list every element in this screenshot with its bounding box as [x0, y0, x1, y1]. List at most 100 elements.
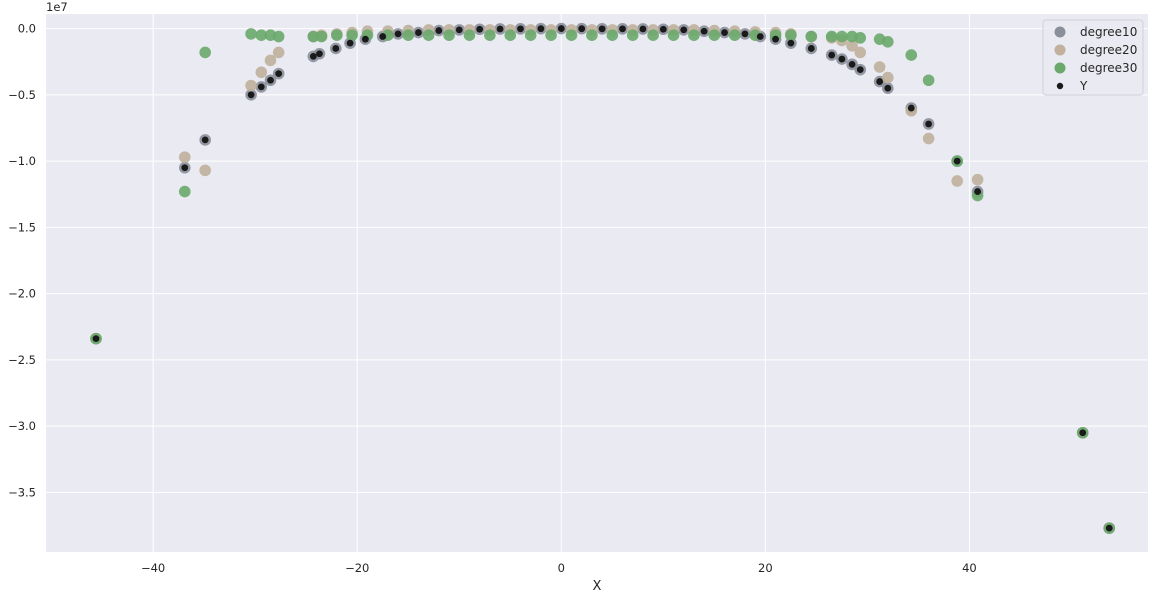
point-y: [659, 25, 667, 33]
point-y: [1105, 524, 1113, 532]
point-y: [856, 66, 864, 74]
point-degree30: [708, 29, 721, 42]
point-y: [907, 104, 915, 112]
point-y: [787, 39, 795, 47]
point-degree20: [882, 71, 894, 84]
point-y: [181, 164, 189, 172]
data-points: [90, 22, 1116, 534]
y-offset-text: 1e7: [46, 0, 68, 14]
point-y: [267, 76, 274, 84]
y-tick-label: −0.5: [8, 88, 36, 102]
point-degree30: [854, 32, 867, 44]
point-y: [361, 35, 369, 43]
legend-label-degree30: degree30: [1080, 61, 1137, 75]
point-y: [639, 25, 647, 33]
point-y: [316, 50, 323, 58]
y-tick-label: −1.0: [8, 154, 36, 168]
point-degree30: [255, 29, 268, 42]
point-degree30: [836, 30, 848, 43]
point-y: [848, 60, 856, 68]
point-degree30: [882, 36, 894, 48]
point-y: [876, 78, 884, 85]
point-y: [557, 25, 565, 32]
point-degree30: [402, 29, 415, 42]
legend-marker-degree10: [1054, 26, 1066, 38]
point-degree30: [315, 30, 328, 43]
point-degree30: [586, 29, 598, 42]
point-y: [884, 84, 892, 92]
legend-marker-y: [1056, 82, 1064, 90]
point-y: [598, 25, 606, 33]
point-degree30: [504, 29, 517, 42]
y-tick-label: −3.0: [8, 419, 36, 433]
point-degree30: [626, 29, 639, 42]
point-y: [953, 157, 961, 165]
legend-marker-degree20: [1054, 44, 1066, 56]
point-y: [756, 33, 764, 40]
point-degree30: [805, 30, 818, 43]
point-degree30: [484, 29, 496, 42]
point-degree20: [255, 66, 268, 79]
x-tick-label: −20: [345, 561, 369, 575]
y-tick-label: −2.0: [8, 287, 36, 301]
point-degree30: [785, 29, 797, 42]
point-y: [578, 25, 586, 33]
x-axis-label: X: [593, 579, 602, 594]
point-degree30: [463, 29, 476, 42]
point-degree20: [873, 61, 886, 73]
point-y: [925, 120, 933, 128]
plot-background: [46, 14, 1148, 552]
point-degree30: [346, 29, 358, 42]
point-degree30: [245, 28, 257, 40]
point-degree30: [825, 30, 838, 43]
point-y: [721, 29, 728, 36]
point-degree20: [922, 132, 935, 145]
point-y: [807, 45, 815, 52]
x-tick-label: −40: [141, 561, 165, 575]
point-y: [1079, 429, 1087, 437]
x-tick-label: 20: [758, 561, 773, 575]
point-degree30: [922, 74, 935, 87]
point-y: [379, 33, 387, 40]
point-y: [92, 335, 100, 343]
tick-labels: −40 −20 0 20 40 0.0 −0.5 −1.0 −1.5 −2.0 −2.5 −3.0 −3…: [8, 22, 977, 575]
point-degree30: [667, 29, 680, 42]
point-degree30: [524, 29, 537, 42]
point-y: [517, 25, 524, 33]
point-y: [680, 26, 688, 34]
point-degree30: [331, 29, 343, 42]
point-degree30: [178, 185, 191, 198]
point-y: [741, 30, 749, 38]
point-y: [455, 26, 463, 34]
y-tick-label: −1.5: [8, 220, 36, 234]
point-y: [496, 25, 504, 33]
legend-box: [1042, 19, 1144, 96]
point-degree30: [272, 30, 285, 43]
point-y: [275, 70, 283, 78]
legend: degree10 degree20 degree30 Y: [1042, 19, 1144, 96]
point-degree30: [728, 29, 741, 42]
point-degree30: [545, 29, 557, 42]
point-y: [257, 83, 265, 91]
point-degree20: [245, 79, 257, 92]
point-degree30: [688, 29, 700, 42]
point-y: [435, 27, 443, 34]
x-tick-label: 40: [962, 561, 977, 575]
point-degree30: [422, 29, 435, 42]
point-degree30: [443, 29, 455, 42]
point-y: [394, 30, 402, 38]
legend-label-degree20: degree20: [1080, 43, 1137, 57]
y-tick-label: −2.5: [8, 353, 36, 367]
point-degree20: [264, 54, 277, 67]
point-y: [201, 136, 209, 144]
point-y: [476, 25, 484, 33]
point-degree20: [971, 173, 984, 186]
grid-lines: [46, 14, 1148, 552]
point-degree20: [951, 175, 963, 187]
point-y: [346, 39, 354, 47]
point-degree20: [199, 164, 211, 177]
point-y: [838, 55, 846, 63]
point-y: [828, 51, 836, 59]
y-tick-label: −3.5: [8, 485, 36, 499]
point-y: [415, 29, 422, 36]
